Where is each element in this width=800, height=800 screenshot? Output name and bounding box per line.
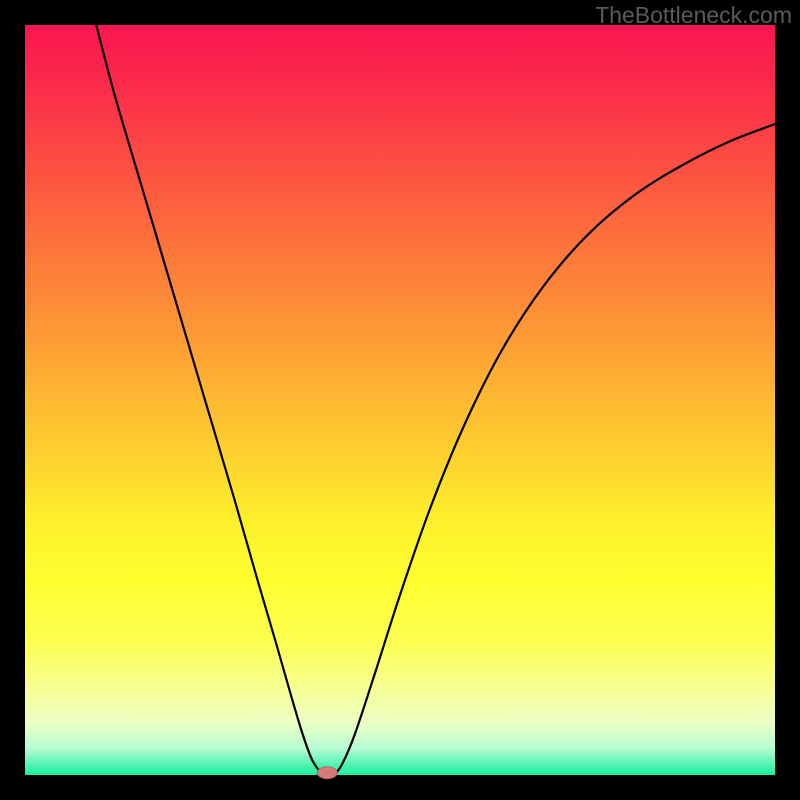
plot-gradient-area [25, 25, 775, 775]
chart-frame: TheBottleneck.com [0, 0, 800, 800]
watermark-text: TheBottleneck.com [595, 2, 792, 29]
notch-marker [317, 767, 337, 779]
bottleneck-chart [0, 0, 800, 800]
